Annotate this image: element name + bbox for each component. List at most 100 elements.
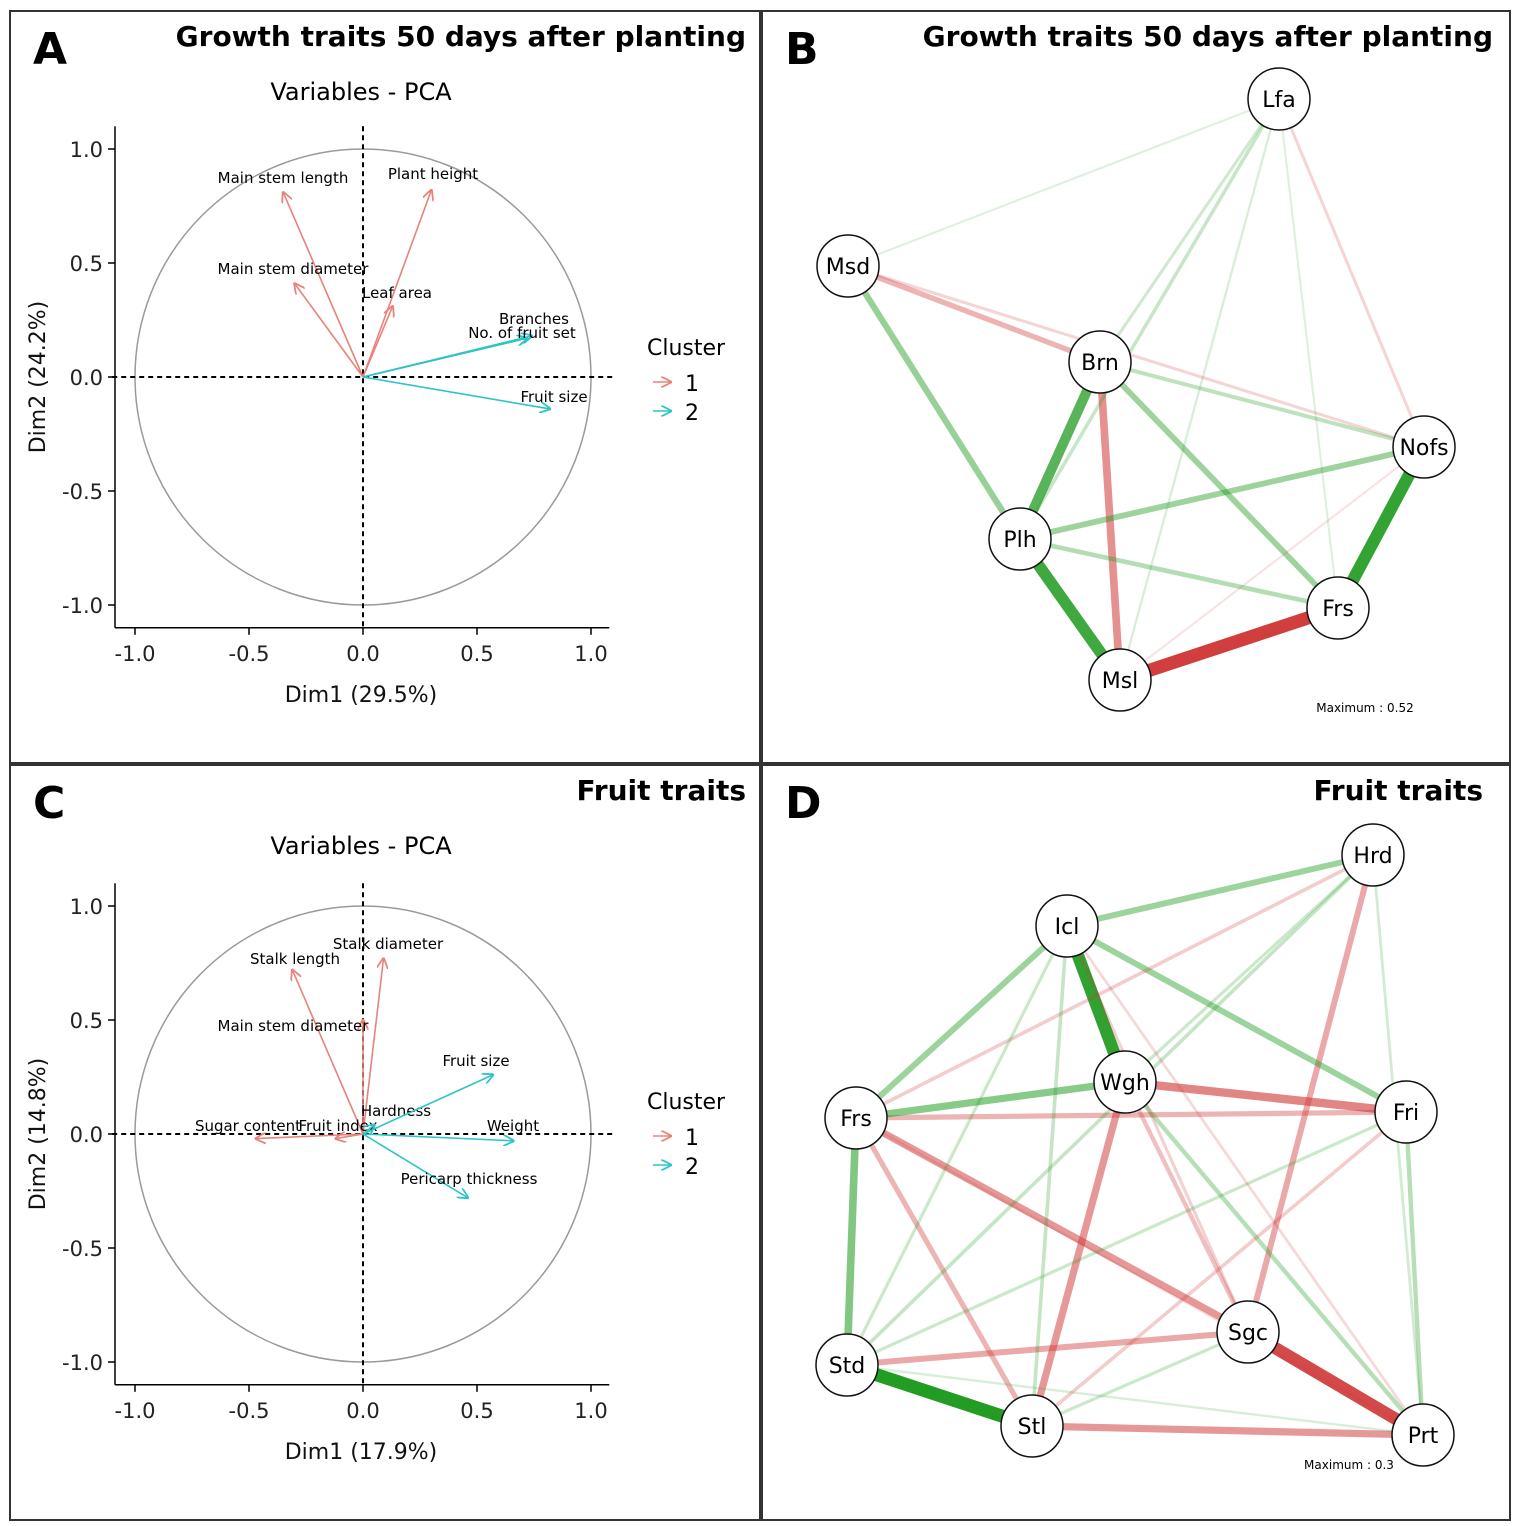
node-label-wgh: Wgh	[1100, 1071, 1150, 1096]
node-prt	[1391, 1403, 1455, 1467]
edge-std-sgc	[846, 1329, 1249, 1368]
panel-letter: C	[33, 778, 65, 829]
x-tick-label: 1.0	[574, 1399, 607, 1423]
edge-frs-stl	[853, 1116, 1035, 1428]
node-label-lfa: Lfa	[1262, 88, 1295, 113]
node-label-icl: Icl	[1055, 915, 1080, 940]
x-tick-label: 0.5	[460, 642, 493, 666]
vector-stalk-length	[292, 970, 364, 1135]
legend-label-cluster-1: 1	[685, 1126, 699, 1151]
node-label-frs: Frs	[1322, 597, 1354, 622]
vector-label-leaf-area: Leaf area	[362, 284, 432, 302]
network-edges	[843, 852, 1427, 1441]
vector-fruit-size	[362, 1075, 493, 1135]
y-tick-label: 0.5	[70, 252, 103, 276]
node-label-msl: Msl	[1102, 669, 1139, 694]
edge-lfa-msd	[847, 98, 1280, 267]
node-lfa	[1247, 67, 1311, 131]
network-graph-fruit: D Fruit traits Hrd Icl Wgh Frs Fri Sgc Std Stl Prt…	[785, 774, 1483, 1472]
edge-wgh-sgc	[1123, 1081, 1250, 1333]
vector-label-main-stem-diameter: Main stem diameter	[218, 1017, 370, 1035]
edge-icl-sgc	[1065, 925, 1250, 1333]
edge-stl-prt	[1031, 1422, 1424, 1439]
vector-plant-height	[362, 190, 431, 378]
node-fri	[1374, 1080, 1438, 1144]
node-label-frs: Frs	[840, 1107, 872, 1132]
vector-weight	[362, 1133, 513, 1141]
vector-label-fruit-index: Fruit index	[298, 1117, 377, 1135]
edge-hrd-wgh	[1123, 853, 1375, 1084]
edge-lfa-nofs	[1277, 98, 1426, 448]
edge-icl-prt	[1065, 925, 1425, 1436]
edge-frs-fri	[855, 1109, 1407, 1121]
panel-title: Growth traits 50 days after planting	[176, 20, 746, 53]
edge-std-stl	[844, 1358, 1035, 1433]
panel-a: A Growth traits 50 days after planting Var…	[9, 10, 761, 764]
panel-title: Growth traits 50 days after planting	[923, 20, 1493, 53]
node-label-fri: Fri	[1393, 1101, 1419, 1126]
x-tick-label: -1.0	[115, 642, 156, 666]
y-tick-label: -0.5	[62, 480, 103, 504]
edge-wgh-stl	[1028, 1081, 1129, 1427]
chart-subtitle: Variables - PCA	[270, 78, 452, 106]
node-msl	[1088, 648, 1152, 712]
maximum-label: Maximum : 0.52	[1316, 701, 1414, 715]
edge-lfa-brn	[1098, 98, 1281, 363]
chart-subtitle: Variables - PCA	[270, 832, 452, 860]
edge-fri-prt	[1403, 1111, 1426, 1436]
node-hrd	[1341, 823, 1405, 887]
legend-label-cluster-2: 2	[685, 401, 699, 426]
x-tick-label: -0.5	[229, 1399, 270, 1423]
edge-brn-frs	[1097, 359, 1341, 611]
panel-title: Fruit traits	[1313, 774, 1483, 807]
edge-hrd-sgc	[1245, 854, 1376, 1333]
node-stl	[1000, 1394, 1064, 1458]
edge-hrd-frs	[855, 853, 1374, 1120]
edge-msd-plh	[845, 264, 1023, 541]
y-tick-label: -0.5	[62, 1237, 103, 1261]
x-axis-label: Dim1 (29.5%)	[285, 683, 438, 708]
y-tick-label: 0.5	[70, 1009, 103, 1033]
vector-label-weight: Weight	[487, 1117, 539, 1135]
node-label-sgc: Sgc	[1228, 1321, 1268, 1346]
node-label-stl: Stl	[1018, 1415, 1047, 1440]
edge-icl-hrd	[1066, 852, 1374, 929]
node-label-hrd: Hrd	[1353, 844, 1392, 869]
edge-wgh-prt	[1123, 1080, 1425, 1437]
edge-msd-nofs	[847, 264, 1425, 449]
vector-label-sugar-content: Sugar content	[195, 1117, 301, 1135]
y-tick-label: 1.0	[70, 895, 103, 919]
x-tick-label: -1.0	[115, 1399, 156, 1423]
maximum-label: Maximum : 0.3	[1304, 1458, 1394, 1472]
vector-label-fruit-size: Fruit size	[442, 1052, 509, 1070]
edge-brn-msl	[1096, 361, 1124, 681]
panel-b: B Growth traits 50 days after planting Lfa…	[761, 10, 1511, 764]
x-tick-label: 1.0	[574, 642, 607, 666]
edge-hrd-prt	[1371, 854, 1425, 1436]
legend-title: Cluster	[647, 1090, 726, 1115]
edge-icl-frs	[853, 923, 1070, 1121]
edge-std-prt	[846, 1363, 1424, 1437]
node-brn	[1068, 330, 1132, 394]
y-tick-label: 1.0	[70, 138, 103, 162]
edge-frs-std	[843, 1117, 860, 1366]
edge-msl-frs	[1117, 601, 1341, 687]
node-nofs	[1392, 415, 1456, 479]
pca-chart-growth: A Growth traits 50 days after planting Var…	[26, 20, 746, 708]
vector-no-of-fruit-set	[362, 336, 532, 378]
node-label-std: Std	[829, 1354, 866, 1379]
y-axis-label: Dim2 (24.2%)	[26, 301, 51, 454]
edge-plh-nofs	[1019, 444, 1425, 542]
edge-frs-prt	[855, 1116, 1424, 1437]
node-msd	[816, 234, 880, 298]
vector-label-pericarp-thickness: Pericarp thickness	[401, 1170, 538, 1188]
edge-frs-wgh	[855, 1078, 1126, 1122]
vector-label-hardness: Hardness	[361, 1102, 431, 1120]
edge-fri-std	[846, 1110, 1407, 1367]
vector-main-stem-length	[283, 192, 364, 378]
vector-label-stalk-diameter: Stalk diameter	[333, 935, 444, 953]
node-icl	[1035, 894, 1099, 958]
x-tick-label: 0.0	[346, 642, 379, 666]
vector-main-stem-diameter	[295, 284, 364, 378]
edge-wgh-fri	[1124, 1077, 1407, 1117]
